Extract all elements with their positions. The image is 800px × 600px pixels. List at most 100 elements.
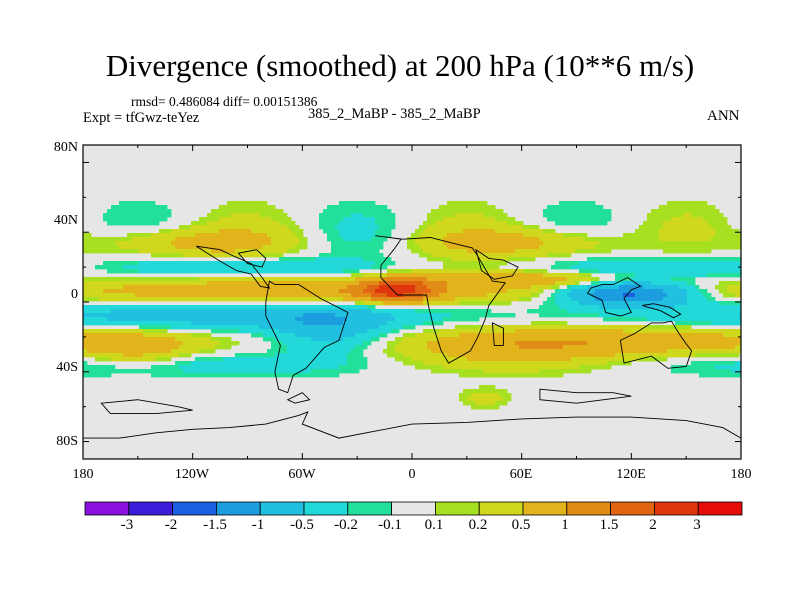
field-cell: [599, 289, 604, 294]
field-cell: [267, 213, 272, 218]
field-cell: [227, 261, 232, 266]
field-cell: [283, 265, 288, 270]
field-cell: [395, 325, 400, 330]
field-cell: [215, 293, 220, 298]
field-cell: [631, 285, 636, 290]
field-cell: [683, 305, 688, 310]
field-cell: [115, 341, 120, 346]
field-cell: [355, 233, 360, 238]
field-cell: [247, 225, 252, 230]
field-cell: [431, 301, 436, 306]
field-cell: [643, 221, 648, 226]
field-cell: [703, 229, 708, 234]
field-cell: [559, 213, 564, 218]
field-cell: [219, 321, 224, 326]
field-cell: [459, 313, 464, 318]
field-cell: [327, 261, 332, 266]
field-cell: [651, 301, 656, 306]
field-cell: [183, 317, 188, 322]
field-cell: [467, 337, 472, 342]
field-cell: [135, 321, 140, 326]
field-cell: [571, 345, 576, 350]
field-cell: [375, 297, 380, 302]
field-cell: [191, 277, 196, 282]
field-cell: [343, 333, 348, 338]
field-cell: [231, 277, 236, 282]
field-cell: [443, 265, 448, 270]
field-cell: [519, 229, 524, 234]
field-cell: [227, 225, 232, 230]
field-cell: [251, 297, 256, 302]
field-cell: [615, 281, 620, 286]
field-cell: [355, 313, 360, 318]
field-cell: [671, 309, 676, 314]
field-cell: [431, 309, 436, 314]
field-cell: [411, 341, 416, 346]
field-cell: [103, 241, 108, 246]
field-cell: [95, 281, 100, 286]
field-cell: [95, 241, 100, 246]
field-cell: [279, 289, 284, 294]
field-cell: [623, 289, 628, 294]
field-cell: [695, 317, 700, 322]
field-cell: [379, 329, 384, 334]
field-cell: [223, 221, 228, 226]
field-cell: [647, 225, 652, 230]
field-cell: [467, 213, 472, 218]
field-cell: [151, 309, 156, 314]
field-cell: [223, 209, 228, 214]
field-cell: [611, 329, 616, 334]
field-cell: [175, 253, 180, 258]
field-cell: [163, 281, 168, 286]
field-cell: [475, 265, 480, 270]
field-cell: [567, 253, 572, 258]
field-cell: [551, 345, 556, 350]
field-cell: [287, 305, 292, 310]
field-cell: [407, 277, 412, 282]
field-cell: [711, 221, 716, 226]
field-cell: [395, 277, 400, 282]
field-cell: [347, 321, 352, 326]
field-cell: [351, 217, 356, 222]
field-cell: [335, 297, 340, 302]
field-cell: [371, 249, 376, 254]
field-cell: [599, 245, 604, 250]
field-cell: [183, 353, 188, 358]
field-cell: [347, 285, 352, 290]
field-cell: [627, 325, 632, 330]
field-cell: [187, 261, 192, 266]
field-cell: [347, 225, 352, 230]
field-cell: [663, 281, 668, 286]
field-cell: [335, 229, 340, 234]
field-cell: [163, 217, 168, 222]
field-cell: [147, 317, 152, 322]
field-cell: [203, 285, 208, 290]
field-cell: [439, 221, 444, 226]
field-cell: [463, 209, 468, 214]
field-cell: [663, 309, 668, 314]
field-cell: [275, 329, 280, 334]
field-cell: [215, 213, 220, 218]
field-cell: [183, 341, 188, 346]
field-cell: [567, 281, 572, 286]
field-cell: [331, 221, 336, 226]
field-cell: [351, 205, 356, 210]
field-cell: [267, 305, 272, 310]
field-cell: [439, 245, 444, 250]
field-cell: [687, 213, 692, 218]
field-cell: [727, 261, 732, 266]
field-cell: [147, 265, 152, 270]
field-cell: [563, 233, 568, 238]
field-cell: [495, 217, 500, 222]
field-cell: [539, 341, 544, 346]
field-cell: [491, 221, 496, 226]
field-cell: [351, 245, 356, 250]
field-cell: [735, 293, 740, 298]
field-cell: [91, 281, 96, 286]
field-cell: [131, 213, 136, 218]
field-cell: [419, 245, 424, 250]
field-cell: [687, 313, 692, 318]
field-cell: [403, 337, 408, 342]
field-cell: [287, 257, 292, 262]
field-cell: [643, 333, 648, 338]
